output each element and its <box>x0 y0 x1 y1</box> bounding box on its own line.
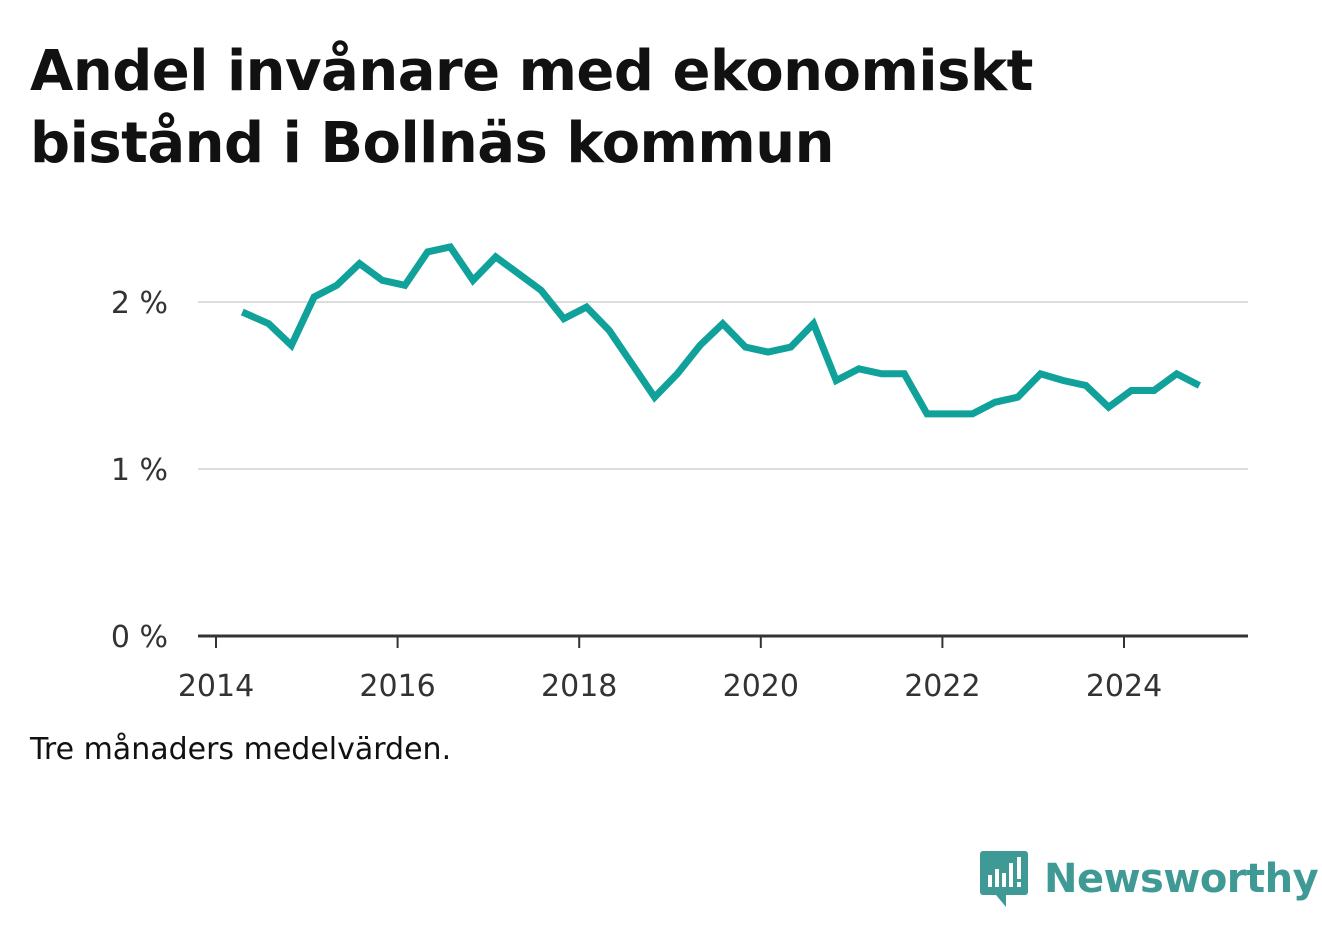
newsworthy-logo-icon <box>980 851 1028 907</box>
grid-lines <box>198 301 1248 470</box>
brand-logo[interactable]: Newsworthy <box>980 846 1319 912</box>
y-tick-label: 2 % <box>111 286 168 321</box>
y-axis: 0 % 1 % 2 % <box>111 286 168 655</box>
x-tick-label: 2014 <box>178 669 254 704</box>
chart-note: Tre månaders medelvärden. <box>30 732 452 767</box>
x-tick-label: 2016 <box>359 669 435 704</box>
x-tick-label: 2020 <box>723 669 799 704</box>
y-tick-label: 1 % <box>111 453 168 488</box>
x-axis: 2014 2016 2018 2020 2022 2024 <box>178 634 1248 704</box>
brand-name: Newsworthy <box>1044 856 1319 902</box>
chart-title: Andel invånare med ekonomiskt bistånd i … <box>30 39 1033 176</box>
y-tick-label: 0 % <box>111 620 168 655</box>
x-tick-label: 2024 <box>1086 669 1162 704</box>
series-layer <box>240 242 1202 418</box>
x-tick-label: 2022 <box>904 669 980 704</box>
series-line <box>240 242 1202 418</box>
x-tick-label: 2018 <box>541 669 617 704</box>
